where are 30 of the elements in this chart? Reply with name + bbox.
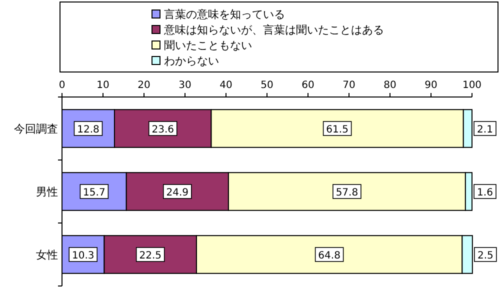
data-label: 24.9 — [166, 188, 189, 198]
data-label: 57.8 — [336, 188, 358, 198]
x-tick-label: 60 — [302, 80, 314, 91]
x-tick-label: 100 — [462, 80, 482, 91]
legend-label: 聞いたこともない — [164, 39, 252, 52]
data-label: 15.7 — [83, 188, 106, 198]
data-label: 1.6 — [477, 188, 493, 198]
x-tick-label: 40 — [220, 80, 232, 91]
data-label: 10.3 — [72, 250, 94, 262]
data-label: 61.5 — [326, 124, 348, 136]
data-label: 2.5 — [477, 250, 494, 262]
x-tick-label: 70 — [342, 80, 356, 91]
x-tick-label: 50 — [260, 80, 274, 91]
x-tick-label: 10 — [96, 80, 110, 91]
x-tick-label: 30 — [178, 80, 192, 91]
x-tick-label: 80 — [384, 80, 396, 91]
data-label: 64.8 — [318, 250, 340, 262]
y-tick-label: 男性 — [36, 186, 58, 198]
data-label: 2.1 — [477, 124, 493, 136]
x-tick-label: 90 — [424, 80, 438, 91]
y-tick-label: 今回調査 — [14, 122, 58, 136]
legend-label: 言葉の意味を知っている — [164, 8, 285, 21]
x-tick-label: 0 — [58, 80, 66, 91]
legend-label: わからない — [164, 54, 219, 68]
data-label: 23.6 — [152, 124, 174, 136]
legend-label: 意味は知らないが、言葉は聞いたことはある — [163, 24, 384, 36]
data-label: 22.5 — [139, 250, 162, 262]
x-tick-label: 20 — [138, 80, 150, 91]
data-label: 12.8 — [77, 124, 100, 136]
y-tick-label: 女性 — [36, 248, 58, 262]
